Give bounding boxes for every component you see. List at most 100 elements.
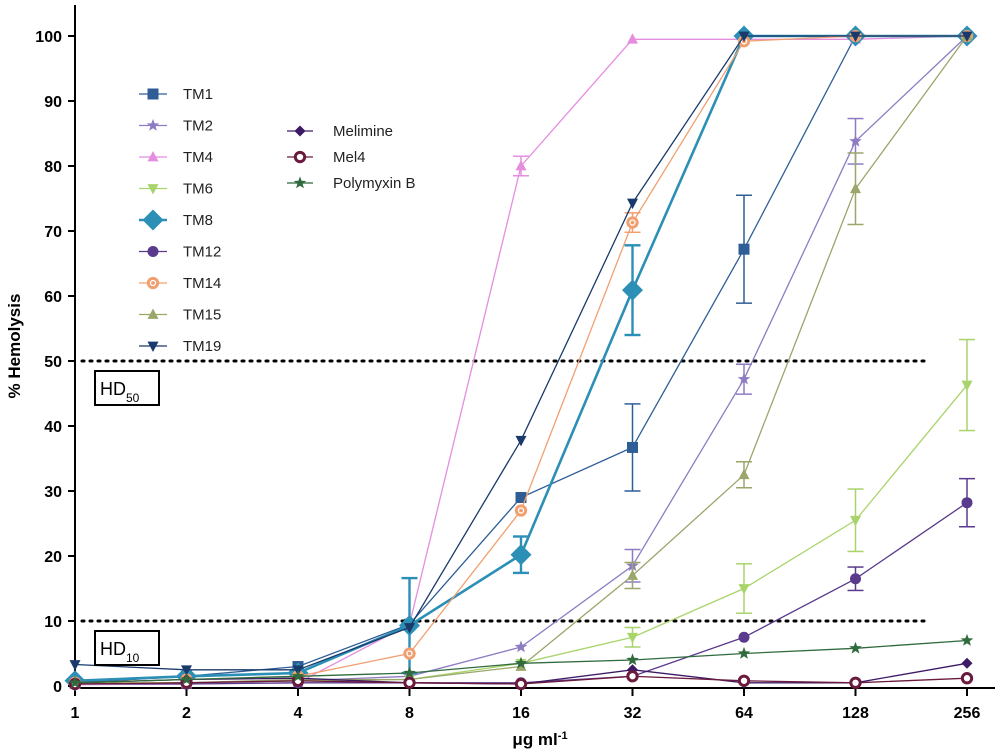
x-tick-label: 32 (624, 705, 642, 722)
y-axis-title: % Hemolysis (5, 294, 24, 399)
legend-item: TM6 (139, 181, 213, 198)
data-point (738, 31, 750, 43)
data-point (622, 279, 643, 301)
legend-item: TM12 (139, 244, 221, 261)
x-tick-label: 16 (512, 705, 530, 722)
data-point (510, 544, 532, 566)
data-point (514, 640, 528, 653)
data-point (515, 435, 527, 447)
legend-item: TM14 (139, 275, 221, 292)
data-point (69, 660, 81, 671)
data-point (68, 676, 82, 689)
y-tick-label: 80 (44, 159, 62, 176)
data-point (180, 672, 193, 685)
data-point (737, 372, 751, 385)
legend-marker (147, 246, 159, 257)
hd-label: HD50 (100, 379, 140, 405)
data-point (960, 633, 974, 646)
hd-label-subscript: 10 (126, 651, 140, 665)
data-point (738, 468, 750, 480)
hd-label-main: HD (100, 639, 126, 659)
data-point (514, 656, 528, 669)
marker-dot (630, 220, 635, 225)
data-point (515, 492, 527, 503)
legend-item: TM2 (139, 118, 213, 135)
data-point (738, 243, 750, 255)
x-tick-label: 2 (182, 705, 191, 722)
legend-label: TM12 (183, 244, 221, 261)
data-point (403, 666, 416, 679)
legend-marker (146, 118, 160, 131)
legend-item: TM8 (139, 209, 213, 231)
series-polymyxin-b (68, 633, 974, 689)
legend-item: TM15 (139, 307, 221, 324)
legend-label: Mel4 (333, 149, 366, 166)
y-tick-label: 60 (44, 289, 62, 306)
x-tick-label: 8 (405, 705, 414, 722)
y-tick-label: 50 (44, 354, 62, 371)
data-point (627, 441, 638, 453)
data-point (850, 182, 861, 194)
data-point (849, 134, 862, 147)
hd-label-main: HD (100, 379, 126, 399)
legend-item: TM19 (139, 338, 221, 355)
data-point (627, 569, 638, 580)
legend-label: TM6 (183, 181, 213, 198)
x-tick-label: 1 (71, 705, 80, 722)
y-tick-label: 70 (44, 224, 62, 241)
data-point (737, 674, 751, 687)
marker-dot (519, 508, 523, 513)
legend-marker (147, 150, 159, 162)
marker-dot (151, 281, 155, 285)
hd-label-box (94, 370, 160, 406)
legend-marker (147, 308, 159, 319)
x-axis-title: μg ml-1 (512, 730, 567, 749)
legend-label: TM15 (183, 307, 221, 324)
data-point (849, 676, 862, 689)
data-point (738, 631, 750, 643)
legend-item: TM1 (139, 86, 213, 103)
data-point (627, 632, 638, 644)
data-point (850, 31, 861, 43)
legend-marker (147, 341, 159, 353)
data-point (626, 216, 639, 229)
x-tick-label: 256 (954, 705, 981, 722)
data-point (626, 670, 639, 683)
data-point (850, 515, 861, 527)
legend-label: TM2 (183, 118, 213, 135)
legend-label: TM1 (183, 86, 213, 103)
legend-label: TM4 (183, 149, 213, 166)
data-point (737, 646, 751, 659)
data-point (291, 669, 305, 682)
data-point (627, 198, 638, 210)
series-line (75, 384, 968, 684)
legend-marker (147, 184, 159, 195)
x-axis-title-superscript: -1 (558, 730, 568, 742)
data-point (514, 504, 528, 517)
y-ticks: 0 10 20 30 40 50 60 70 80 90 100 (35, 29, 75, 696)
legend-label: TM8 (183, 212, 213, 229)
reference-lines (80, 359, 927, 623)
data-point (850, 573, 861, 585)
axes (74, 5, 995, 689)
legend-item: Mel4 (287, 149, 366, 166)
series-layer (64, 25, 978, 692)
legend-marker (294, 125, 306, 137)
x-axis-title-main: μg ml (512, 730, 557, 749)
data-point (404, 623, 415, 634)
legend-marker (293, 150, 307, 164)
data-point (738, 584, 750, 595)
legend-label: TM19 (183, 338, 221, 355)
hd-label-box (94, 630, 160, 666)
legend-marker (146, 276, 160, 290)
data-point (181, 665, 192, 676)
y-tick-label: 100 (35, 29, 62, 46)
data-point (515, 159, 527, 171)
x-tick-label: 4 (294, 705, 303, 722)
data-point (403, 676, 416, 689)
y-tick-label: 20 (44, 549, 62, 566)
data-point (849, 641, 862, 654)
marker-dot (407, 651, 412, 656)
legend-marker (147, 88, 159, 100)
